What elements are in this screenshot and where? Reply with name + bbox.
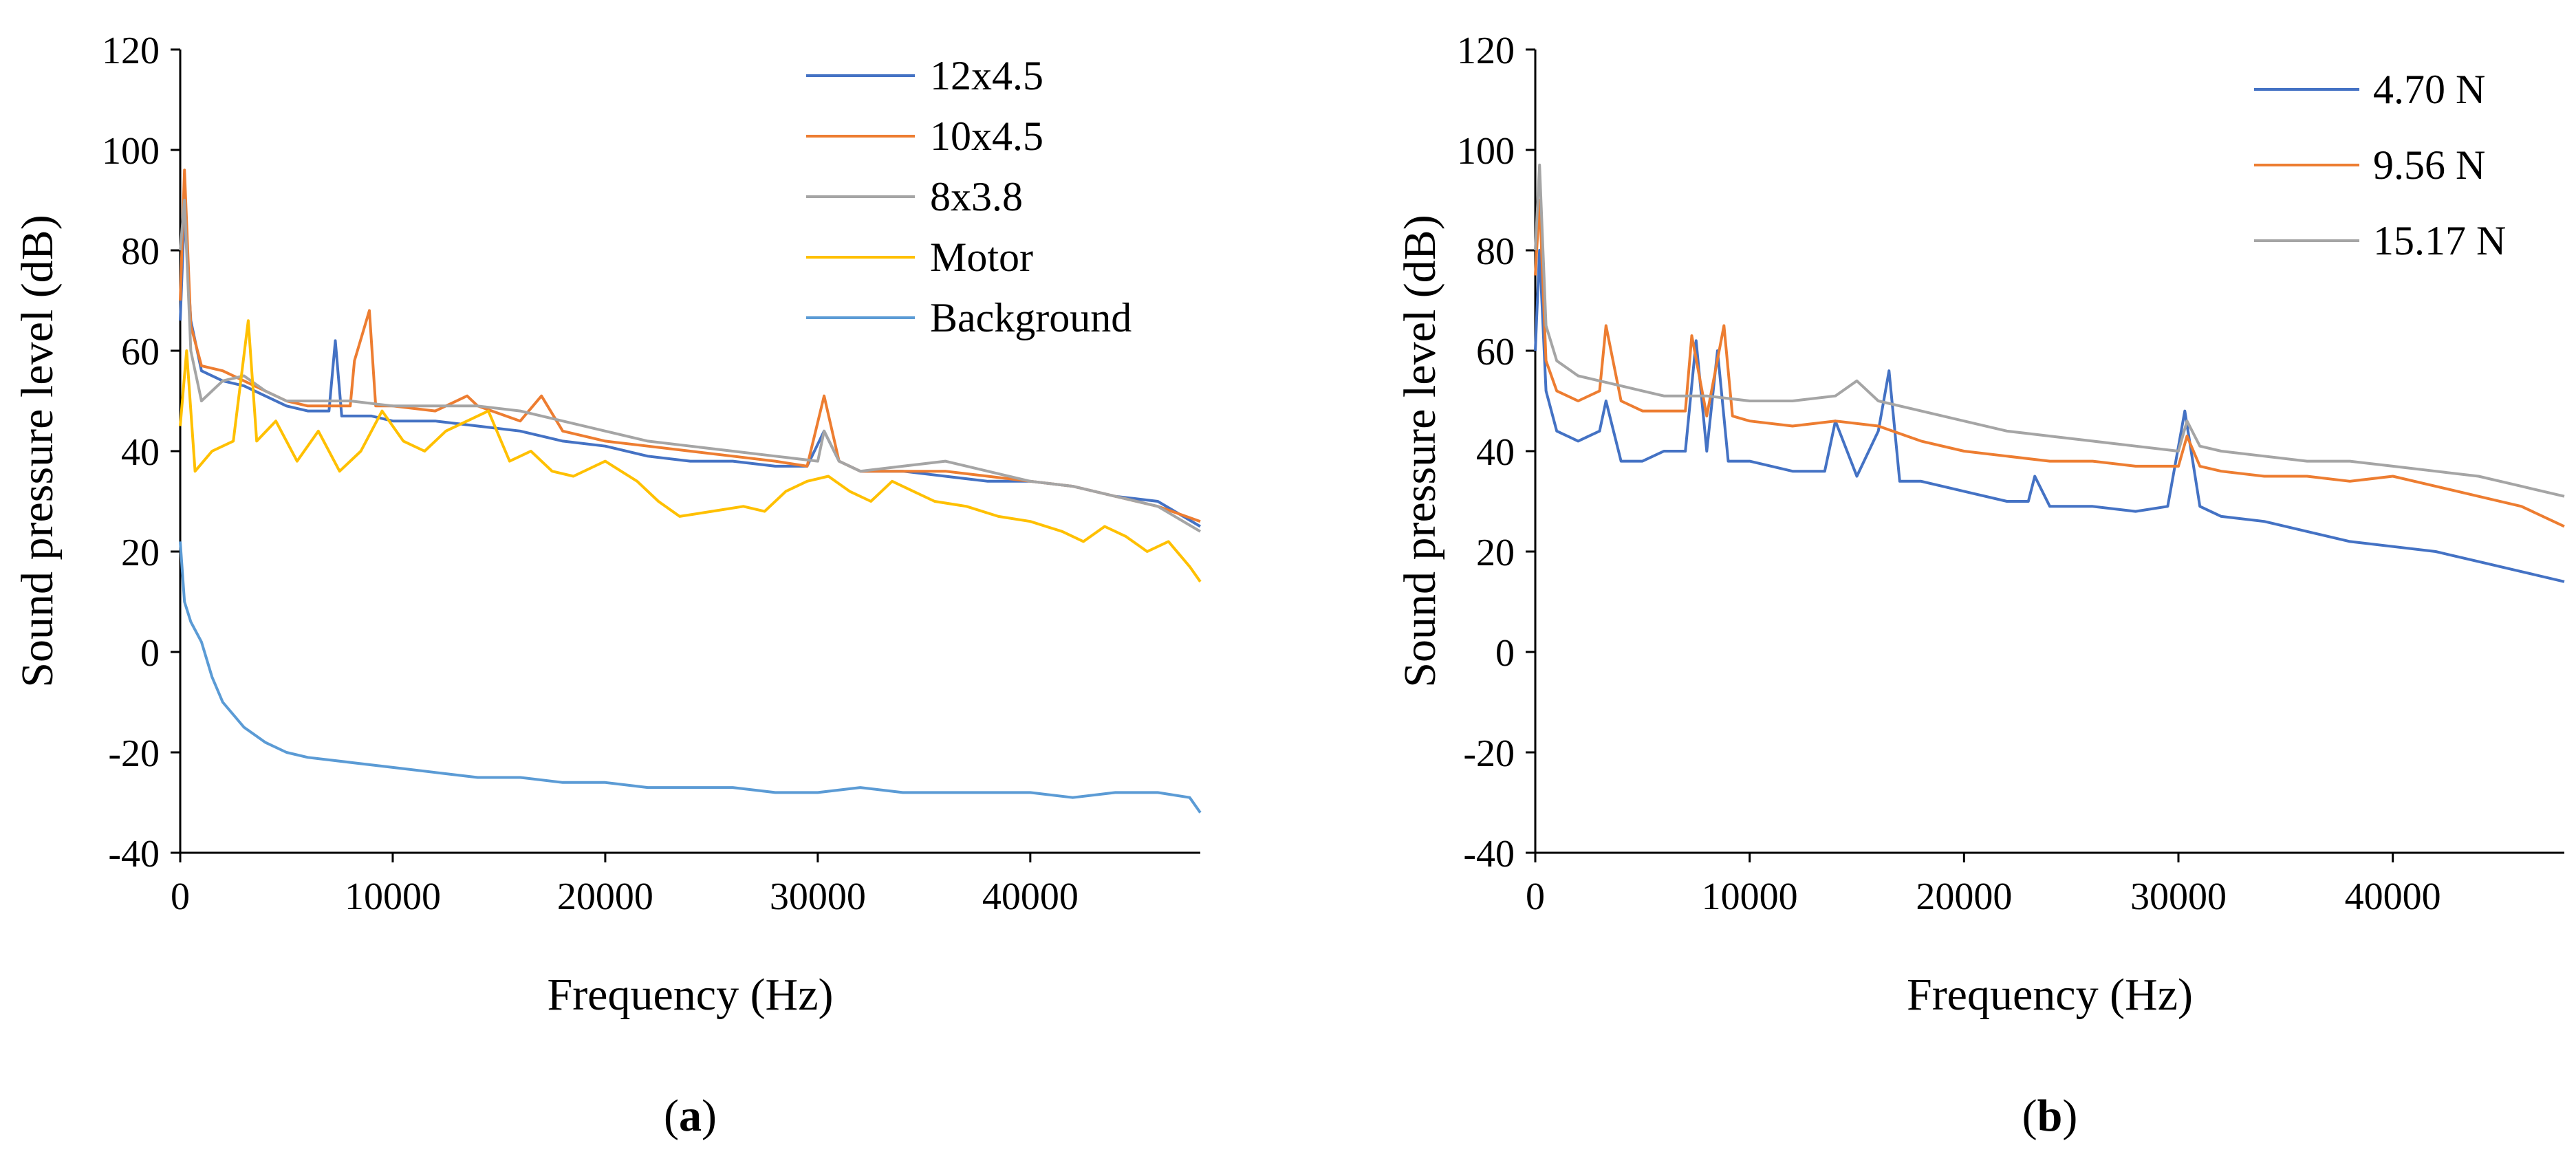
y-tick-label: 20	[121, 532, 160, 574]
x-tick-label: 0	[1526, 875, 1545, 918]
panel-label: (a)	[664, 1091, 717, 1141]
panel-letter: a	[679, 1091, 702, 1141]
y-tick-label: 100	[102, 130, 160, 173]
legend-label: Motor	[930, 235, 1033, 280]
chart-panel-b: -40 -20 0 20 40 60 80 100 120 0 10000 20000 30000 400…	[1395, 30, 2565, 1141]
y-tick-label: 60	[1476, 331, 1515, 373]
panel-letter: b	[2037, 1091, 2063, 1141]
x-tick-label: 10000	[345, 875, 441, 918]
y-tick-label: -40	[1463, 833, 1515, 875]
series-line-motor	[179, 319, 1202, 582]
x-tick-label: 20000	[1916, 875, 2012, 918]
y-tick-label: 120	[102, 30, 160, 72]
x-tick-label: 10000	[1702, 875, 1798, 918]
series-line-9-56-n	[1534, 199, 2565, 528]
y-tick-label: 0	[140, 632, 160, 675]
y-axis-label: Sound pressure level (dB)	[12, 215, 63, 687]
y-tick-label: 80	[1476, 230, 1515, 273]
chart-panel-a: -40 -20 0 20 40 60 80 100 120 0 10000 20000 30000 400…	[12, 30, 1202, 1141]
legend-label: Background	[930, 295, 1132, 340]
y-tick-label: 0	[1495, 632, 1515, 675]
legend-label: 8x3.8	[930, 174, 1023, 219]
series-line-12x4-5	[179, 208, 1202, 528]
series-line-background	[179, 541, 1202, 814]
x-tick-label: 30000	[2130, 875, 2227, 918]
legend-label: 9.56 N	[2373, 142, 2485, 188]
legend-label: 4.70 N	[2373, 67, 2485, 112]
x-tick-label: 30000	[770, 875, 866, 918]
y-tick-label: 120	[1457, 30, 1515, 72]
x-tick-label: 40000	[982, 875, 1079, 918]
x-tick-label: 20000	[557, 875, 653, 918]
y-tick-label: 40	[121, 431, 160, 474]
x-axis-label: Frequency (Hz)	[1907, 970, 2193, 1020]
y-tick-label: -20	[1463, 732, 1515, 775]
y-tick-label: -20	[108, 732, 160, 775]
legend-label: 10x4.5	[930, 113, 1043, 159]
legend-label: 12x4.5	[930, 53, 1043, 98]
y-tick-label: 80	[121, 230, 160, 273]
y-tick-label: -40	[108, 833, 160, 875]
x-tick-label: 40000	[2345, 875, 2441, 918]
x-axis-label: Frequency (Hz)	[548, 970, 834, 1020]
y-tick-label: 100	[1457, 130, 1515, 173]
y-tick-label: 20	[1476, 532, 1515, 574]
legend-label: 15.17 N	[2373, 218, 2506, 263]
panel-label: (b)	[2022, 1091, 2078, 1141]
series-line-15-17-n	[1534, 163, 2565, 498]
y-axis-label: Sound pressure level (dB)	[1395, 215, 1445, 687]
x-tick-label: 0	[171, 875, 190, 918]
y-tick-label: 40	[1476, 431, 1515, 474]
series-line-4-70-n	[1534, 249, 2565, 583]
y-tick-label: 60	[121, 331, 160, 373]
series-line-8x3-8	[179, 199, 1202, 533]
